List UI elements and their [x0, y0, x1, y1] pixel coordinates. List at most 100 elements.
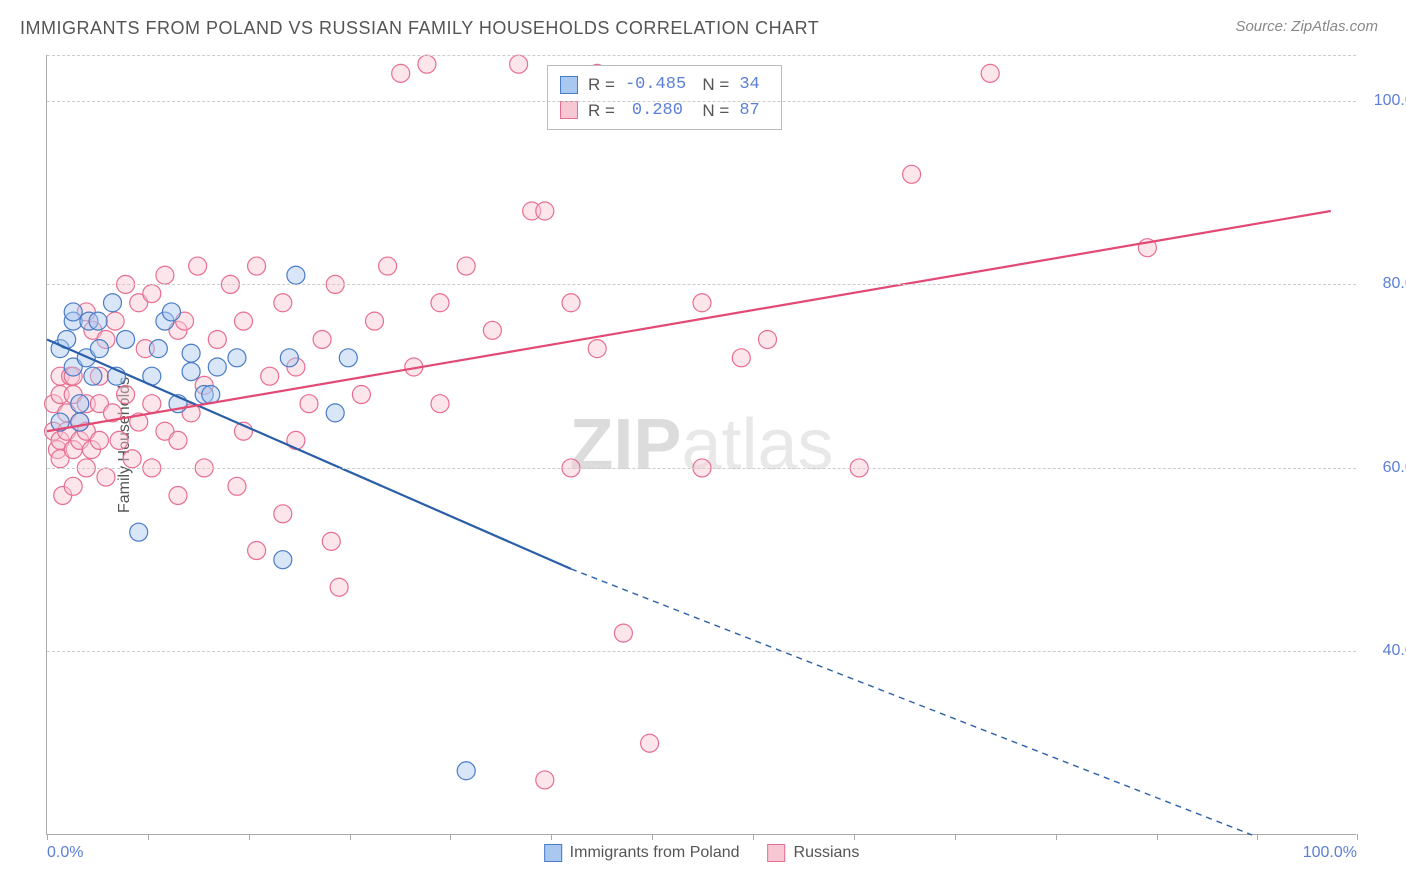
scatter-point [143, 285, 161, 303]
scatter-point [117, 330, 135, 348]
scatter-point [261, 367, 279, 385]
scatter-point [431, 294, 449, 312]
plot-svg [47, 55, 1356, 834]
x-tick [1157, 834, 1158, 840]
scatter-point [322, 532, 340, 550]
scatter-point [326, 404, 344, 422]
legend-label-russians: Russians [794, 844, 860, 862]
scatter-point [352, 386, 370, 404]
scatter-point [104, 294, 122, 312]
scatter-point [90, 340, 108, 358]
scatter-point [169, 486, 187, 504]
x-tick-label: 0.0% [47, 844, 83, 862]
r-value-poland: -0.485 [625, 72, 683, 98]
x-tick [450, 834, 451, 840]
x-tick [350, 834, 351, 840]
scatter-point [588, 340, 606, 358]
swatch-poland [560, 76, 578, 94]
scatter-point [169, 431, 187, 449]
scatter-point [208, 330, 226, 348]
scatter-point [693, 294, 711, 312]
scatter-point [287, 266, 305, 284]
scatter-point [130, 523, 148, 541]
y-tick-label: 80.0% [1383, 275, 1406, 293]
x-tick [854, 834, 855, 840]
plot-area: Family Households ZIPatlas R = -0.485 N … [46, 55, 1356, 835]
x-tick [753, 834, 754, 840]
scatter-point [189, 257, 207, 275]
scatter-point [156, 266, 174, 284]
x-tick [1056, 834, 1057, 840]
grid-line [47, 468, 1356, 469]
stats-legend: R = -0.485 N = 34 R = 0.280 N = 87 [547, 65, 782, 130]
legend-label-poland: Immigrants from Poland [570, 844, 740, 862]
scatter-point [64, 477, 82, 495]
legend-item-russians: Russians [768, 844, 860, 862]
scatter-point [123, 450, 141, 468]
x-tick [1357, 834, 1358, 840]
n-value-poland: 34 [739, 72, 769, 98]
scatter-point [149, 340, 167, 358]
scatter-point [274, 551, 292, 569]
scatter-point [248, 257, 266, 275]
x-tick [652, 834, 653, 840]
scatter-point [483, 321, 501, 339]
scatter-point [106, 312, 124, 330]
scatter-point [182, 344, 200, 362]
scatter-point [228, 349, 246, 367]
scatter-point [379, 257, 397, 275]
grid-line [47, 651, 1356, 652]
scatter-point [759, 330, 777, 348]
legend-item-poland: Immigrants from Poland [544, 844, 740, 862]
grid-line [47, 284, 1356, 285]
scatter-point [202, 386, 220, 404]
scatter-point [64, 303, 82, 321]
x-tick [249, 834, 250, 840]
x-tick [148, 834, 149, 840]
scatter-point [562, 294, 580, 312]
scatter-point [162, 303, 180, 321]
scatter-point [732, 349, 750, 367]
scatter-point [457, 257, 475, 275]
scatter-point [313, 330, 331, 348]
scatter-point [117, 386, 135, 404]
scatter-point [457, 762, 475, 780]
scatter-point [366, 312, 384, 330]
chart-title: IMMIGRANTS FROM POLAND VS RUSSIAN FAMILY… [20, 18, 819, 39]
scatter-point [300, 395, 318, 413]
scatter-point [280, 349, 298, 367]
source-credit: Source: ZipAtlas.com [1235, 18, 1378, 35]
scatter-point [90, 431, 108, 449]
y-tick-label: 40.0% [1383, 642, 1406, 660]
grid-line [47, 101, 1356, 102]
scatter-point [330, 578, 348, 596]
chart-container: IMMIGRANTS FROM POLAND VS RUSSIAN FAMILY… [0, 0, 1406, 892]
scatter-point [248, 542, 266, 560]
scatter-point [981, 64, 999, 82]
x-tick [955, 834, 956, 840]
regression-line-dashed [571, 569, 1252, 835]
scatter-point [418, 55, 436, 73]
x-tick-label: 100.0% [1303, 844, 1357, 862]
scatter-point [510, 55, 528, 73]
n-label: N = [693, 72, 729, 98]
scatter-point [208, 358, 226, 376]
scatter-point [274, 505, 292, 523]
scatter-point [614, 624, 632, 642]
legend-swatch-russians [768, 844, 786, 862]
scatter-point [339, 349, 357, 367]
y-tick-label: 60.0% [1383, 459, 1406, 477]
y-tick-label: 100.0% [1374, 92, 1406, 110]
scatter-point [71, 395, 89, 413]
scatter-point [903, 165, 921, 183]
scatter-point [71, 413, 89, 431]
x-tick [551, 834, 552, 840]
scatter-point [274, 294, 292, 312]
r-label: R = [588, 72, 615, 98]
swatch-russians [560, 101, 578, 119]
scatter-point [536, 202, 554, 220]
scatter-point [235, 312, 253, 330]
bottom-legend: Immigrants from Poland Russians [544, 844, 860, 862]
legend-swatch-poland [544, 844, 562, 862]
scatter-point [84, 367, 102, 385]
